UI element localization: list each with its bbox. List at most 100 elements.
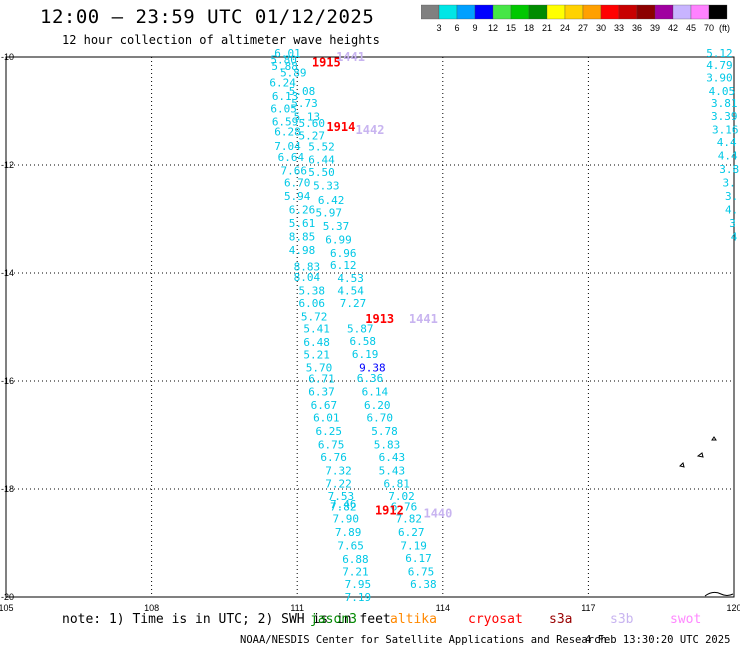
time-label: 1441: [336, 50, 365, 64]
swh-value: 5.83: [374, 439, 401, 452]
swh-value: 6.58: [349, 335, 376, 348]
swh-value: 6.70: [366, 412, 393, 425]
swh-value: 7.22: [325, 477, 352, 490]
scale-tick-label: 33: [614, 23, 624, 33]
swh-value: 3.16: [712, 124, 739, 137]
scale-swatch: [708, 4, 728, 20]
swh-value: 3.: [723, 177, 736, 190]
swh-value: 5.88: [271, 60, 298, 73]
swh-value: 3.90: [706, 71, 733, 84]
swh-value: 6.96: [330, 247, 357, 260]
swh-value: 4.53: [337, 272, 364, 285]
swh-value: 5.80: [270, 53, 297, 66]
swh-value: 4.79: [706, 59, 733, 72]
swh-value: 7.89: [335, 526, 362, 539]
scale-tick-label: 30: [596, 23, 606, 33]
swh-value: 4.: [725, 204, 738, 217]
swh-value: 8.04: [294, 271, 321, 284]
swh-value: 8.85: [289, 231, 316, 244]
swh-value: 5.12: [706, 47, 733, 60]
swh-value: 6.20: [364, 399, 391, 412]
x-tick-label: 114: [436, 603, 450, 612]
swh-value: 6.76: [320, 451, 347, 464]
y-tick-label: -10: [1, 52, 14, 62]
coastline-mainland: [704, 591, 734, 597]
swh-value: 6.76: [391, 501, 418, 514]
coastline-islands: [679, 436, 717, 468]
color-scale-legend: 3 6 9 12 15 18 21 24 27 30 33 36 39 42 45 70 (ft): [421, 4, 730, 33]
swh-value: 6.01: [274, 47, 301, 60]
footer-note: note: 1) Time is in UTC; 2) SWH is in fe…: [62, 612, 391, 627]
swh-value: 3.: [725, 190, 738, 203]
swh-value: 5.78: [371, 425, 398, 438]
swh-value: 6.17: [405, 552, 432, 565]
swh-value: 5.61: [289, 217, 316, 230]
swh-value: 6.01: [313, 412, 340, 425]
scale-tick-label: 24: [560, 23, 570, 33]
swh-value: 7.65: [337, 539, 364, 552]
swh-value: 7.46: [330, 498, 357, 511]
swh-value: 6.67: [311, 399, 338, 412]
swh-value: 6.75: [318, 439, 345, 452]
swh-value: 7.02: [388, 490, 415, 503]
y-tick-label: -20: [1, 592, 14, 602]
swh-value: 5.41: [303, 322, 330, 335]
swh-value: 7.04: [274, 140, 301, 153]
x-tick-label: 111: [290, 603, 304, 612]
swh-value: 7.32: [325, 464, 352, 477]
y-tick-label: -14: [1, 268, 14, 278]
scale-tick-label: 39: [650, 23, 660, 33]
swh-value: 5.08: [289, 85, 316, 98]
y-tick-label: -12: [1, 160, 14, 170]
swh-value: 6.13: [272, 90, 299, 103]
swh-value: 4.4: [717, 136, 737, 149]
swh-value: 6.42: [318, 194, 345, 207]
scale-tick-label: 27: [578, 23, 588, 33]
time-label: 1912: [375, 504, 404, 518]
scale-tick-label: 6: [454, 23, 459, 33]
swh-value: 5.70: [306, 361, 333, 374]
swh-value: 7.90: [332, 512, 359, 525]
swh-value: 5.94: [284, 190, 311, 203]
swh-value: 3: [729, 217, 736, 230]
swh-value: 5.97: [315, 206, 342, 219]
swh-value: 6.88: [342, 553, 369, 566]
swh-value: 7.19: [345, 591, 372, 604]
time-label: 1915: [312, 55, 341, 69]
swh-value: 6.06: [299, 297, 326, 310]
swh-value: 4.4: [718, 150, 738, 163]
swh-value: 3.8: [719, 163, 739, 176]
satellite-cryosat: cryosat: [468, 612, 523, 627]
swh-value: 5.38: [299, 285, 326, 298]
swh-value: 7.19: [400, 539, 427, 552]
satellite-altika: altika: [390, 612, 437, 627]
swh-value: 5.73: [291, 97, 318, 110]
swh-value: 5.33: [313, 179, 340, 192]
chart-subtitle: 12 hour collection of altimeter wave hei…: [62, 33, 380, 47]
scale-tick-label: 12: [488, 23, 498, 33]
swh-value: 5.72: [301, 311, 328, 324]
time-label: 1913: [365, 312, 394, 326]
swh-value: 5.37: [323, 220, 350, 233]
swh-value: 6.24: [269, 77, 296, 90]
swh-value: 6.14: [362, 386, 389, 399]
swh-value: 6.59: [272, 116, 299, 129]
scale-tick-label: 9: [472, 23, 477, 33]
swh-value: 6.28: [274, 125, 301, 138]
time-label: 1442: [356, 123, 385, 137]
swh-value: 5.13: [294, 111, 321, 124]
scale-tick-label: 15: [506, 23, 516, 33]
swh-value: 6.26: [289, 204, 316, 217]
swh-value: 7.21: [342, 565, 369, 578]
scale-tick-label: 3: [436, 23, 441, 33]
satellite-s3b: s3b: [610, 612, 634, 627]
swh-value: 6.05: [270, 103, 297, 116]
chart-title: 12:00 – 23:59 UTC 01/12/2025: [40, 6, 375, 28]
scale-tick-label: 45: [686, 23, 696, 33]
swh-value: 4.05: [709, 85, 736, 98]
swh-value: 6.36: [357, 372, 384, 385]
swh-value: 5.60: [299, 117, 326, 130]
swh-value: 6.43: [379, 451, 406, 464]
swh-value: 6.70: [284, 177, 311, 190]
swh-value: 5.21: [303, 348, 330, 361]
